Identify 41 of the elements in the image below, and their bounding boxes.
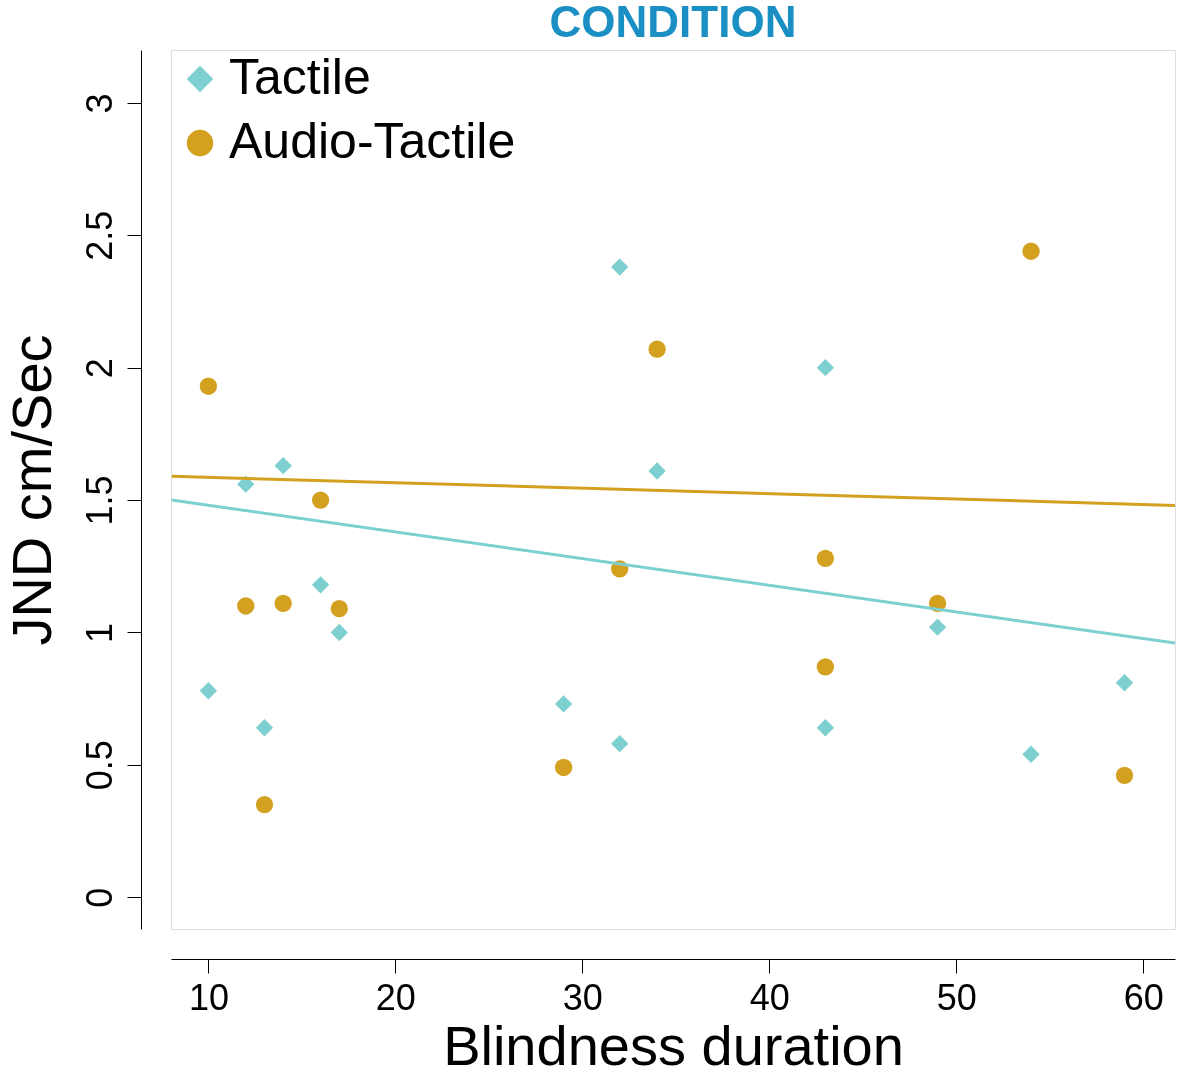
y-tick-label: 2.5 (78, 210, 120, 261)
point (274, 457, 292, 475)
y-tick-label: 0 (78, 887, 120, 908)
point (330, 600, 348, 618)
x-tick-label: 50 (936, 976, 977, 1018)
x-tick-label: 20 (375, 976, 416, 1018)
y-tick-label: 1.5 (78, 475, 120, 526)
point (816, 658, 835, 676)
point (816, 359, 835, 377)
point (611, 258, 629, 276)
point (554, 695, 573, 713)
point (816, 719, 835, 737)
y-axis-title: JND cm/Sec (0, 334, 63, 646)
x-tick-label: 60 (1123, 976, 1164, 1018)
y-tick-label: 2 (78, 358, 120, 379)
point (311, 576, 330, 594)
point (1022, 242, 1040, 260)
point (611, 735, 629, 753)
point (1022, 745, 1040, 763)
point (199, 377, 218, 395)
point (255, 795, 274, 814)
point (816, 549, 835, 567)
point (648, 340, 666, 358)
legend-label: Tactile (229, 49, 371, 105)
point (274, 594, 292, 612)
point (199, 682, 218, 700)
y-tick-label: 0.5 (78, 740, 120, 791)
y-tick-label: 1 (78, 622, 120, 643)
chart-title: CONDITION (549, 0, 797, 46)
point (648, 462, 666, 480)
y-tick-label: 3 (78, 93, 120, 114)
point (330, 623, 348, 642)
point (237, 597, 255, 615)
point (1115, 766, 1134, 785)
point (255, 719, 274, 737)
x-tick-label: 10 (188, 976, 229, 1018)
point (311, 491, 330, 509)
legend-label: Audio-Tactile (229, 113, 516, 169)
point (1115, 674, 1134, 692)
point (928, 618, 947, 636)
point (554, 758, 573, 777)
